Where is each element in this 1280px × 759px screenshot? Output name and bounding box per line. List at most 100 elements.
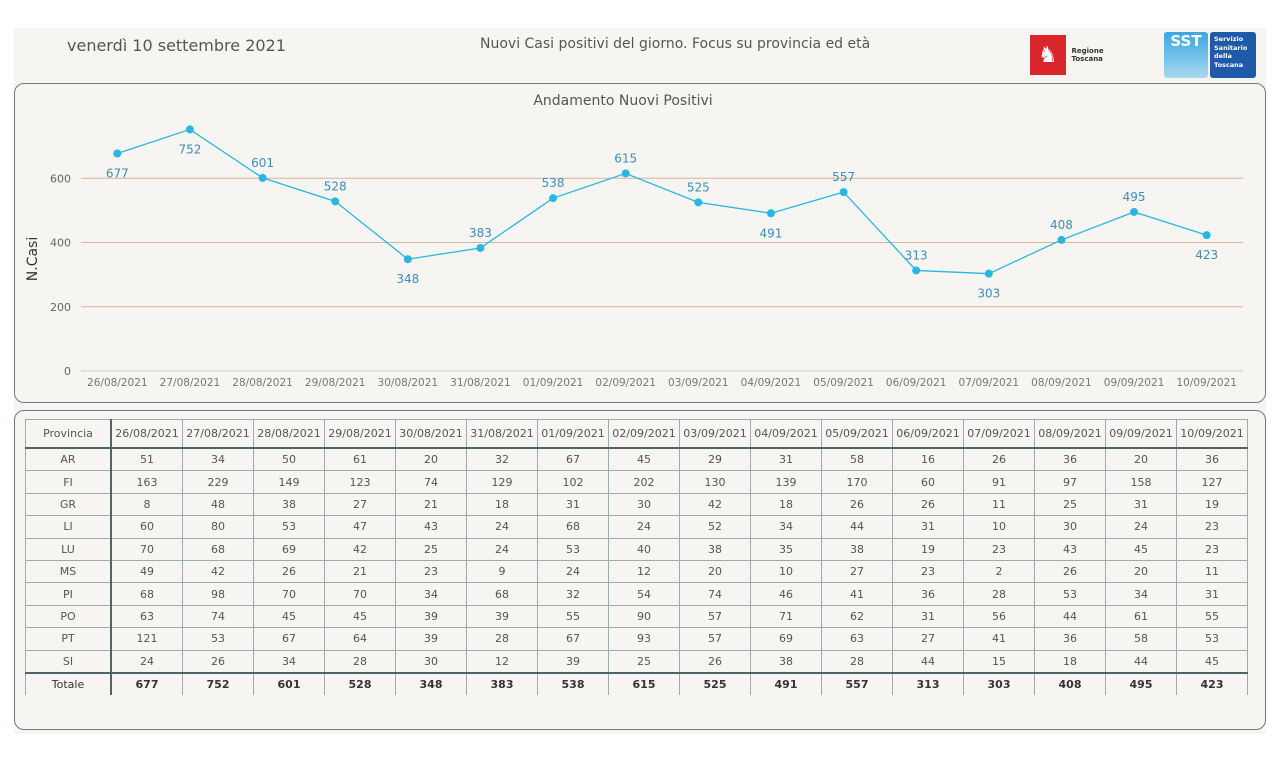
column-header-date: 05/09/2021 xyxy=(821,419,893,449)
data-label: 528 xyxy=(324,179,347,193)
value-cell: 24 xyxy=(537,559,609,584)
value-cell: 70 xyxy=(110,537,183,561)
total-cell: 383 xyxy=(466,671,538,696)
x-tick-label: 27/08/2021 xyxy=(160,377,221,389)
x-tick-label: 10/09/2021 xyxy=(1176,377,1237,389)
table-row: FI 163 229 149 123 74 129 102 202 130 139 170 60 91 97… xyxy=(25,470,1248,494)
data-point[interactable] xyxy=(839,188,848,197)
column-header-date: 26/08/2021 xyxy=(110,419,183,449)
total-cell: 348 xyxy=(395,671,467,696)
value-cell: 55 xyxy=(1176,604,1248,629)
data-point[interactable] xyxy=(476,243,485,252)
x-tick-label: 31/08/2021 xyxy=(450,377,511,389)
value-cell: 26 xyxy=(182,649,254,674)
value-cell: 42 xyxy=(324,537,396,561)
data-point[interactable] xyxy=(403,255,412,264)
data-labels: 677 752 601 528 348 383 538 615 525 491 557 313 303 4… xyxy=(106,142,1218,300)
value-cell: 15 xyxy=(963,649,1035,674)
data-label: 495 xyxy=(1123,190,1146,204)
value-cell: 102 xyxy=(537,470,609,494)
value-cell: 30 xyxy=(395,649,467,674)
column-header-date: 10/09/2021 xyxy=(1176,419,1248,449)
data-point[interactable] xyxy=(1130,207,1139,216)
value-cell: 25 xyxy=(395,537,467,561)
value-cell: 53 xyxy=(1176,627,1248,651)
value-cell: 53 xyxy=(1034,582,1106,606)
value-cell: 39 xyxy=(395,627,467,651)
data-label: 538 xyxy=(542,176,565,190)
value-cell: 61 xyxy=(1105,604,1177,629)
x-tick-label: 08/09/2021 xyxy=(1031,377,1092,389)
data-point[interactable] xyxy=(984,269,993,278)
x-ticks: 26/08/2021 27/08/2021 28/08/2021 29/08/2021… xyxy=(87,377,1237,389)
value-cell: 18 xyxy=(1034,649,1106,674)
value-cell: 61 xyxy=(324,447,396,472)
data-label: 313 xyxy=(905,248,928,262)
y-tick-label: 200 xyxy=(50,301,71,314)
value-cell: 70 xyxy=(324,582,396,606)
value-cell: 34 xyxy=(750,515,822,539)
data-point[interactable] xyxy=(113,149,122,158)
x-tick-label: 26/08/2021 xyxy=(87,377,148,389)
x-tick-label: 02/09/2021 xyxy=(595,377,656,389)
value-cell: 39 xyxy=(466,604,538,629)
data-point[interactable] xyxy=(1057,235,1066,244)
total-cell: 303 xyxy=(963,671,1035,696)
data-point[interactable] xyxy=(185,125,194,134)
total-row: Totale 677 752 601 528 348 383 538 615 525 491 557 3… xyxy=(25,671,1248,696)
table-row: SI 24 26 34 28 30 12 39 25 26 38 28 44 15 18 44 45 xyxy=(25,649,1248,674)
value-cell: 74 xyxy=(679,582,751,606)
report-date: venerdì 10 settembre 2021 xyxy=(67,36,286,55)
data-point[interactable] xyxy=(549,194,558,203)
data-label: 557 xyxy=(832,170,855,184)
sst-logo-mark: SST xyxy=(1164,32,1208,78)
data-label: 408 xyxy=(1050,218,1073,232)
value-cell: 31 xyxy=(1105,492,1177,517)
data-point[interactable] xyxy=(331,197,340,206)
value-cell: 28 xyxy=(963,582,1035,606)
value-cell: 24 xyxy=(608,515,680,539)
value-cell: 20 xyxy=(395,447,467,472)
data-point[interactable] xyxy=(621,169,630,178)
value-cell: 38 xyxy=(253,492,325,517)
data-point[interactable] xyxy=(766,209,775,218)
value-cell: 31 xyxy=(892,515,964,539)
province-cell: PT xyxy=(25,627,112,651)
data-point[interactable] xyxy=(1202,231,1211,240)
data-point[interactable] xyxy=(694,198,703,207)
value-cell: 51 xyxy=(110,447,183,472)
value-cell: 45 xyxy=(608,447,680,472)
value-cell: 60 xyxy=(892,470,964,494)
value-cell: 69 xyxy=(750,627,822,651)
value-cell: 26 xyxy=(821,492,893,517)
table-row: GR 8 48 38 27 21 18 31 30 42 18 26 26 11 25 31 19 xyxy=(25,492,1248,517)
value-cell: 26 xyxy=(253,559,325,584)
x-tick-label: 07/09/2021 xyxy=(959,377,1020,389)
total-cell: 495 xyxy=(1105,671,1177,696)
value-cell: 80 xyxy=(182,515,254,539)
x-tick-label: 06/09/2021 xyxy=(886,377,947,389)
value-cell: 90 xyxy=(608,604,680,629)
value-cell: 50 xyxy=(253,447,325,472)
value-cell: 2 xyxy=(963,559,1035,584)
value-cell: 25 xyxy=(1034,492,1106,517)
column-header-date: 02/09/2021 xyxy=(608,419,680,449)
value-cell: 149 xyxy=(253,470,325,494)
column-header-date: 27/08/2021 xyxy=(182,419,254,449)
value-cell: 48 xyxy=(182,492,254,517)
data-point[interactable] xyxy=(912,266,921,275)
value-cell: 34 xyxy=(253,649,325,674)
value-cell: 52 xyxy=(679,515,751,539)
table-row: PO 63 74 45 45 39 39 55 90 57 71 62 31 56 44 61 55 xyxy=(25,604,1248,629)
value-cell: 74 xyxy=(395,470,467,494)
value-cell: 45 xyxy=(1105,537,1177,561)
total-cell: 557 xyxy=(821,671,893,696)
value-cell: 46 xyxy=(750,582,822,606)
table-row: AR 51 34 50 61 20 32 67 45 29 31 58 16 26 36 20 36 xyxy=(25,447,1248,472)
line-chart: Andamento Nuovi Positivi N.Casi 0 200 400 6… xyxy=(25,93,1243,389)
data-point[interactable] xyxy=(258,173,267,182)
value-cell: 32 xyxy=(466,447,538,472)
value-cell: 158 xyxy=(1105,470,1177,494)
y-tick-label: 400 xyxy=(50,237,71,250)
value-cell: 11 xyxy=(1176,559,1248,584)
